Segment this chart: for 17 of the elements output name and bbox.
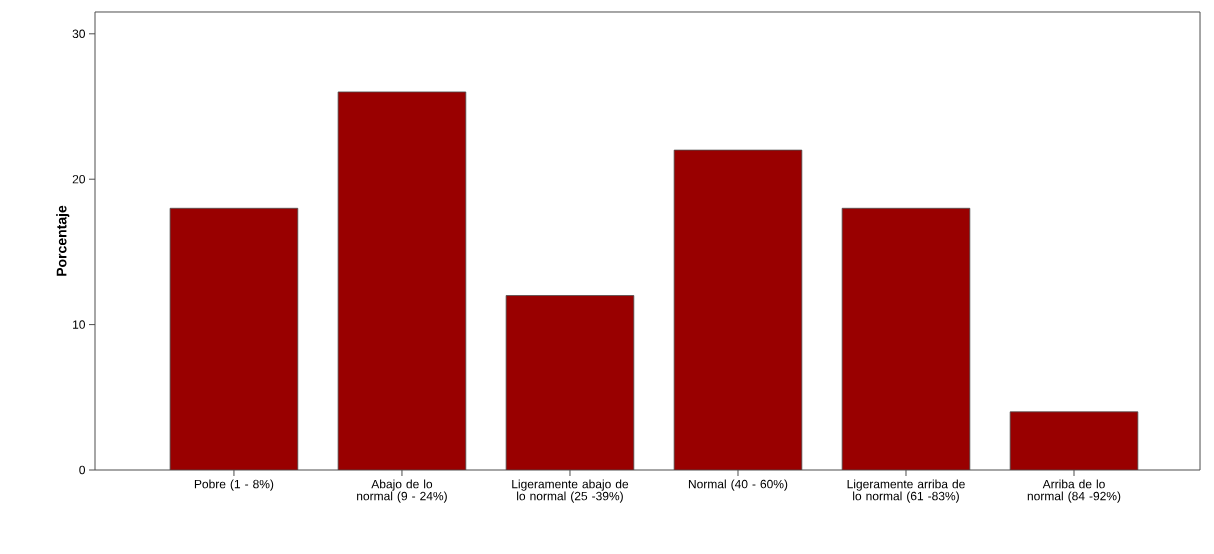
bar bbox=[673, 149, 803, 470]
x-tick-label: Abajo de lo normal (9 - 24%) bbox=[357, 479, 447, 503]
bar bbox=[506, 295, 634, 470]
bar bbox=[841, 207, 971, 470]
y-tick-label: 10 bbox=[73, 320, 86, 329]
y-tick-label: 30 bbox=[72, 29, 86, 39]
y-tick-label: 20 bbox=[72, 174, 86, 184]
bar bbox=[169, 207, 299, 470]
x-tick-label: Normal (40 - 60%) bbox=[688, 479, 788, 491]
y-axis-title: Porcentaje bbox=[56, 205, 70, 276]
bar bbox=[337, 91, 467, 470]
x-tick-label: Ligeramente abajo de lo normal (25 -39%) bbox=[512, 479, 629, 503]
x-tick-label: Ligeramente arriba de lo normal (61 -83%) bbox=[847, 479, 965, 503]
y-tick-label: 0 bbox=[79, 465, 86, 475]
x-tick-label: Pobre (1 - 8%) bbox=[194, 479, 274, 491]
x-tick-label: Arriba de lo normal (84 -92%) bbox=[1027, 479, 1121, 503]
bar bbox=[1009, 411, 1139, 470]
